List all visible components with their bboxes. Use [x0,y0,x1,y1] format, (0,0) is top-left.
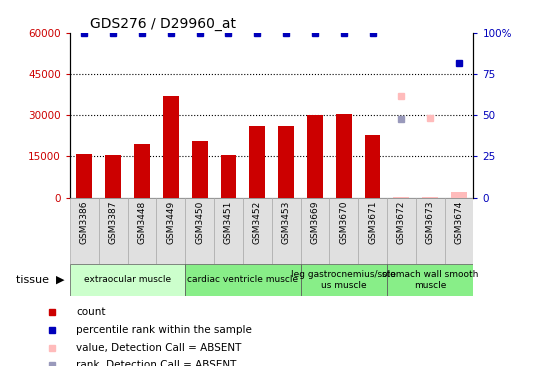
FancyBboxPatch shape [214,198,243,264]
Text: GSM3387: GSM3387 [109,201,118,244]
Bar [365,134,380,198]
FancyBboxPatch shape [272,198,301,264]
Text: GSM3674: GSM3674 [455,201,464,244]
FancyBboxPatch shape [243,198,272,264]
Bar [221,155,236,198]
FancyBboxPatch shape [387,198,416,264]
FancyBboxPatch shape [185,198,214,264]
Bar [278,126,294,198]
FancyBboxPatch shape [157,198,185,264]
FancyBboxPatch shape [301,198,329,264]
Text: GDS276 / D29960_at: GDS276 / D29960_at [90,16,236,30]
Text: tissue  ▶: tissue ▶ [16,275,65,285]
Bar [451,192,467,198]
Text: percentile rank within the sample: percentile rank within the sample [76,325,252,335]
Bar [307,115,323,198]
FancyBboxPatch shape [444,198,473,264]
FancyBboxPatch shape [128,198,157,264]
Text: GSM3386: GSM3386 [80,201,89,244]
Text: cardiac ventricle muscle: cardiac ventricle muscle [187,276,299,284]
FancyBboxPatch shape [329,198,358,264]
FancyBboxPatch shape [416,198,444,264]
Text: GSM3669: GSM3669 [310,201,320,244]
Bar [393,197,409,198]
FancyBboxPatch shape [70,198,99,264]
Bar [336,114,352,198]
Bar [163,96,179,198]
Text: rank, Detection Call = ABSENT: rank, Detection Call = ABSENT [76,361,237,366]
Text: GSM3672: GSM3672 [397,201,406,244]
FancyBboxPatch shape [387,264,473,296]
Bar [249,126,265,198]
Text: stomach wall smooth
muscle: stomach wall smooth muscle [382,270,478,290]
Text: GSM3453: GSM3453 [281,201,291,244]
Text: GSM3451: GSM3451 [224,201,233,244]
Text: GSM3450: GSM3450 [195,201,204,244]
Text: GSM3673: GSM3673 [426,201,435,244]
FancyBboxPatch shape [70,264,185,296]
Text: leg gastrocnemius/sole
us muscle: leg gastrocnemius/sole us muscle [291,270,396,290]
Text: GSM3448: GSM3448 [138,201,146,244]
Bar [76,154,93,198]
Text: GSM3671: GSM3671 [368,201,377,244]
Text: count: count [76,307,106,317]
Bar [422,197,438,198]
Bar [192,141,208,198]
FancyBboxPatch shape [301,264,387,296]
Text: value, Detection Call = ABSENT: value, Detection Call = ABSENT [76,343,242,352]
Text: extraocular muscle: extraocular muscle [84,276,171,284]
Bar [105,155,121,198]
Text: GSM3670: GSM3670 [339,201,348,244]
FancyBboxPatch shape [358,198,387,264]
Text: GSM3452: GSM3452 [253,201,262,244]
FancyBboxPatch shape [185,264,301,296]
Text: GSM3449: GSM3449 [166,201,175,244]
FancyBboxPatch shape [99,198,128,264]
Bar [134,144,150,198]
